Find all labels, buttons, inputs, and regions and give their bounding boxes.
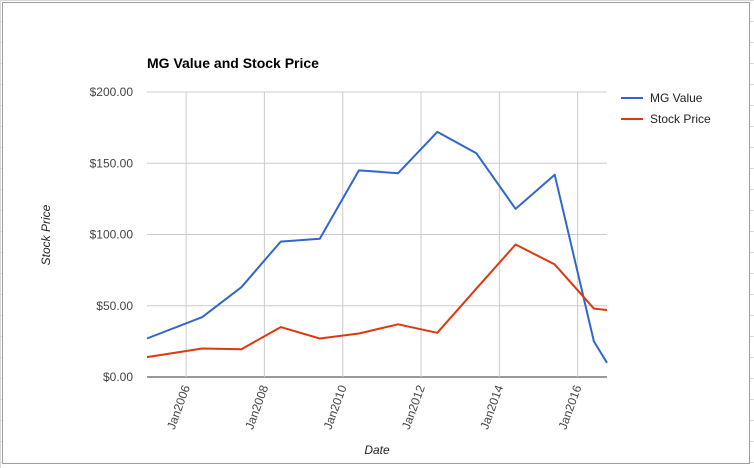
x-tick-label: Jan2008 — [242, 383, 271, 431]
series-line-stock-price — [146, 243, 608, 359]
y-axis-title: Stock Price — [39, 204, 53, 265]
y-axis-ticks: $0.00 $50.00 $100.00 $150.00 $200.00 — [90, 85, 134, 384]
y-tick-label: $50.00 — [96, 299, 133, 313]
chart-grid — [147, 91, 607, 378]
x-tick-label: Jan2006 — [164, 383, 193, 431]
legend-label-stock-price[interactable]: Stock Price — [650, 112, 711, 126]
x-tick-label: Jan2010 — [321, 383, 350, 431]
y-tick-label: $150.00 — [90, 156, 134, 170]
chart-title: MG Value and Stock Price — [147, 55, 319, 71]
x-tick-label: Jan2016 — [556, 383, 585, 431]
y-tick-label: $200.00 — [90, 85, 134, 99]
x-axis-title: Date — [364, 443, 390, 457]
x-axis-ticks: Jan2006 Jan2008 Jan2010 Jan2012 Jan2014 Jan20… — [164, 383, 585, 431]
chart-legend: MG Value Stock Price — [621, 91, 711, 126]
legend-label-mg-value[interactable]: MG Value — [650, 91, 703, 105]
chart-lines — [146, 130, 608, 364]
x-tick-label: Jan2012 — [399, 383, 428, 431]
x-tick-label: Jan2014 — [477, 383, 506, 431]
y-tick-label: $100.00 — [90, 228, 134, 242]
chart-frame[interactable] — [2, 2, 750, 464]
y-tick-label: $0.00 — [103, 370, 133, 384]
series-line-mg-value — [146, 130, 608, 364]
